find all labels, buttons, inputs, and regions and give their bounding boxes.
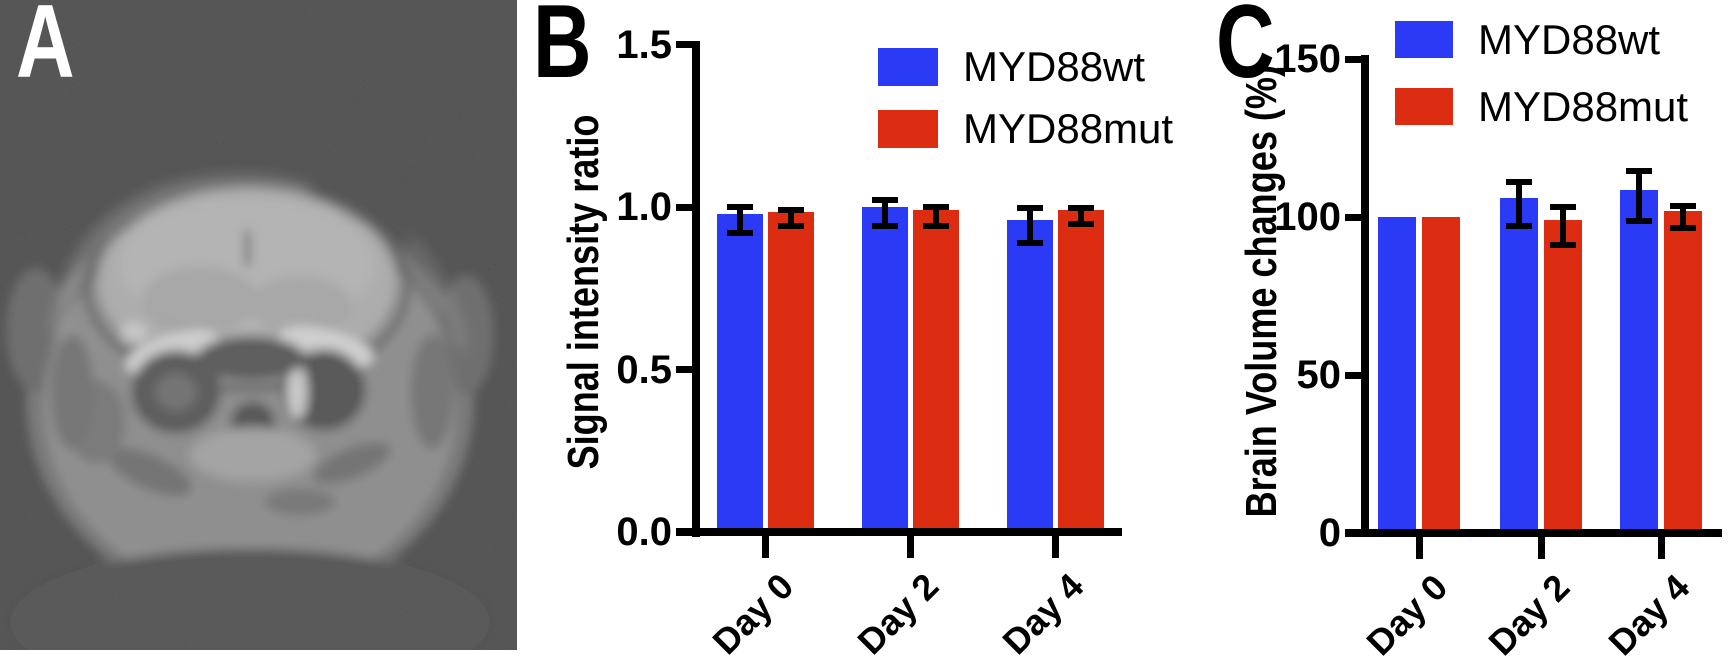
x-tick-b-day-0 (762, 536, 769, 558)
bar-c-myd88mut-day-0 (1422, 217, 1460, 533)
y-tick-label-c-100: 100 (1274, 195, 1341, 239)
y-tick-c-50 (1345, 372, 1361, 379)
legend-swatch-c-myd88mut (1395, 88, 1453, 125)
bar-b-myd88mut-day-0 (768, 212, 814, 532)
error-bar-stem (1027, 211, 1033, 240)
x-tick-label-c-day-4: Day 4 (1600, 566, 1698, 658)
y-tick-label-b-1.0: 1.0 (616, 185, 672, 229)
x-tick-label-b-day-0: Day 0 (704, 565, 802, 658)
y-tick-b-1.0 (676, 204, 692, 211)
error-bar-b-myd88wt-day-4 (1017, 205, 1043, 246)
x-tick-label-c-day-2: Day 2 (1480, 566, 1578, 658)
legend-label-b-myd88mut: MYD88mut (963, 105, 1174, 152)
y-tick-c-100 (1345, 214, 1361, 221)
mri-brain-scan-image (0, 0, 517, 658)
y-tick-label-b-1.5: 1.5 (616, 23, 672, 67)
legend-swatch-b-myd88wt (878, 48, 938, 86)
x-tick-c-day-2 (1538, 537, 1545, 559)
y-tick-label-b-0.5: 0.5 (616, 348, 672, 392)
x-tick-b-day-2 (907, 536, 914, 558)
y-tick-b-1.5 (676, 41, 692, 48)
error-bar-stem (1516, 185, 1522, 223)
y-tick-label-b-0.0: 0.0 (616, 510, 672, 554)
bar-c-myd88wt-day-4 (1620, 190, 1658, 533)
error-bar-stem (1636, 174, 1642, 218)
error-bar-b-myd88mut-day-2 (923, 204, 949, 229)
x-tick-label-b-day-2: Day 2 (849, 565, 947, 658)
bar-c-myd88wt-day-0 (1378, 217, 1416, 533)
y-tick-label-c-150: 150 (1274, 37, 1341, 81)
bar-b-myd88wt-day-4 (1007, 220, 1053, 532)
error-bar-stem (1078, 211, 1084, 221)
error-bar-stem (737, 210, 743, 230)
bar-c-myd88wt-day-2 (1500, 198, 1538, 533)
y-axis-b (692, 41, 700, 537)
x-tick-c-day-4 (1658, 537, 1665, 559)
bar-b-myd88wt-day-0 (717, 214, 763, 533)
x-axis-c (1345, 529, 1722, 537)
y-axis-label-c: Brain Volume changes (%) (1237, 64, 1286, 518)
y-axis-label-b: Signal intensity ratio (559, 114, 608, 470)
bar-b-myd88mut-day-2 (913, 210, 959, 532)
legend-label-b-myd88wt: MYD88wt (963, 43, 1146, 90)
bar-c-myd88mut-day-4 (1664, 211, 1702, 533)
mri-brain-scan: A (0, 0, 517, 658)
error-bar-b-myd88mut-day-4 (1068, 205, 1094, 227)
bar-c-myd88mut-day-2 (1544, 220, 1582, 533)
legend-swatch-b-myd88mut (878, 110, 938, 148)
y-tick-c-150 (1345, 56, 1361, 63)
x-tick-b-day-4 (1052, 536, 1059, 558)
bar-b-myd88mut-day-4 (1058, 210, 1104, 532)
error-bar-c-myd88wt-day-4 (1626, 168, 1652, 224)
legend-label-c-myd88mut: MYD88mut (1478, 83, 1689, 130)
panel-letter-c: C (1216, 0, 1275, 100)
error-bar-b-myd88wt-day-0 (727, 204, 753, 236)
y-tick-label-c-0: 0 (1318, 511, 1341, 555)
y-tick-label-c-50: 50 (1296, 353, 1342, 397)
legend-label-c-myd88wt: MYD88wt (1478, 16, 1661, 63)
x-tick-c-day-0 (1416, 537, 1423, 559)
error-bar-c-myd88mut-day-2 (1550, 204, 1576, 248)
panel-letter-b: B (533, 0, 592, 100)
x-tick-label-c-day-0: Day 0 (1358, 566, 1456, 658)
y-tick-b-0.5 (676, 366, 692, 373)
error-bar-stem (788, 213, 794, 223)
error-bar-b-myd88mut-day-0 (778, 207, 804, 229)
x-axis-b (676, 528, 1122, 536)
error-bar-stem (933, 210, 939, 223)
bar-b-myd88wt-day-2 (862, 207, 908, 532)
y-axis-c (1361, 55, 1369, 537)
legend-swatch-c-myd88wt (1395, 21, 1453, 58)
error-bar-stem (1560, 210, 1566, 242)
error-bar-b-myd88wt-day-2 (872, 197, 898, 229)
error-bar-c-myd88wt-day-2 (1506, 179, 1532, 229)
error-bar-c-myd88mut-day-4 (1670, 203, 1696, 231)
error-bar-stem (1680, 209, 1686, 225)
panel-letter-a: A (16, 0, 75, 100)
x-tick-label-b-day-4: Day 4 (994, 565, 1092, 658)
error-bar-stem (882, 203, 888, 223)
